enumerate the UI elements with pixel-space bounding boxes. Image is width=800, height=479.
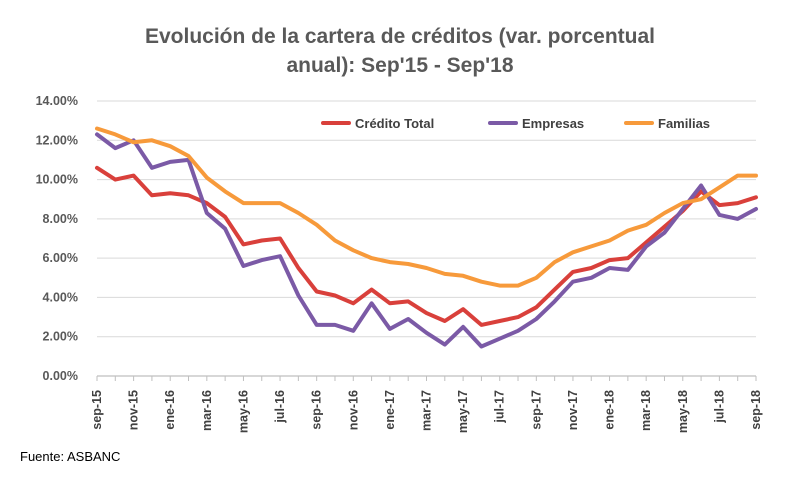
series-line-familias	[95, 126, 758, 288]
x-tick-label: jul-17	[493, 390, 507, 424]
y-tick-label: 12.00%	[36, 133, 78, 147]
x-axis: sep-15 nov-15 ene-16 mar-16 may-16 jul-16 sep-…	[90, 375, 763, 433]
y-tick-label: 6.00%	[43, 251, 78, 265]
x-tick-label: sep-15	[90, 390, 104, 430]
chart-title: Evolución de la cartera de créditos (var…	[100, 22, 700, 80]
y-tick-label: 14.00%	[36, 94, 78, 108]
x-tick-label: ene-17	[383, 390, 397, 430]
legend-label-empresas: Empresas	[522, 116, 584, 131]
x-tick-label: sep-17	[529, 390, 543, 430]
y-tick-label: 0.00%	[43, 369, 78, 383]
x-tick-label: may-17	[456, 390, 470, 433]
gridlines	[97, 100, 756, 338]
series-lines	[95, 126, 758, 349]
x-tick-label: jul-18	[712, 390, 726, 424]
chart-title-line-2: anual): Sep'15 - Sep'18	[286, 54, 514, 77]
legend: Crédito Total Empresas Familias	[321, 116, 710, 131]
x-tick-label: sep-16	[310, 390, 324, 430]
x-tick-label: nov-16	[346, 390, 360, 430]
x-tick-label: jul-16	[273, 390, 287, 424]
y-tick-label: 8.00%	[43, 212, 78, 226]
y-axis-labels: 0.00% 2.00% 4.00% 6.00% 8.00% 10.00% 12.00% 14.…	[36, 94, 78, 383]
series-line-empresas	[95, 132, 758, 349]
x-tick-label: sep-18	[749, 390, 763, 430]
source-note: Fuente: ASBANC	[20, 449, 121, 464]
x-tick-label: may-16	[236, 390, 250, 433]
x-tick-label: may-18	[676, 390, 690, 433]
legend-label-cr-dito-total: Crédito Total	[355, 116, 434, 131]
x-tick-label: ene-16	[163, 390, 177, 430]
x-tick-label: mar-18	[639, 390, 653, 431]
x-tick-label: nov-15	[127, 390, 141, 430]
chart-title-line-1: Evolución de la cartera de créditos (var…	[144, 25, 655, 48]
x-tick-label: nov-17	[566, 390, 580, 430]
y-tick-label: 10.00%	[36, 173, 78, 187]
legend-label-familias: Familias	[658, 116, 710, 131]
x-tick-label: mar-16	[200, 390, 214, 431]
x-tick-label: ene-18	[603, 390, 617, 430]
y-tick-label: 2.00%	[43, 330, 78, 344]
series-line-cr-dito-total	[95, 165, 758, 327]
y-tick-label: 4.00%	[43, 290, 78, 304]
x-tick-label: mar-17	[420, 390, 434, 431]
